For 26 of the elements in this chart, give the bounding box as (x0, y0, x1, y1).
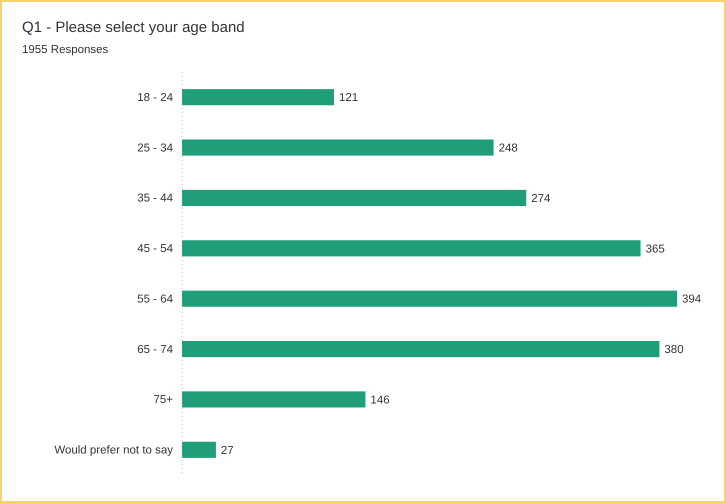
bar (182, 190, 526, 206)
bar (182, 442, 216, 458)
bar (182, 140, 494, 156)
data-label: 146 (370, 394, 390, 406)
chart-title: Q1 - Please select your age band (22, 19, 245, 36)
bar (182, 290, 677, 307)
text: 1955 Responses (22, 44, 109, 56)
data-label: 248 (498, 142, 518, 155)
data-label: 380 (664, 344, 684, 356)
data-label: 274 (531, 192, 552, 205)
data-label: 27 (220, 444, 234, 457)
data-label: 394 (682, 294, 702, 306)
bar (182, 240, 641, 256)
y-tick-label: Would prefer not to say (54, 444, 174, 456)
bar (182, 391, 366, 408)
y-tick-label: 45 - 54 (137, 242, 174, 255)
y-tick-label: 55 - 64 (137, 293, 174, 306)
y-tick-label: 35 - 44 (137, 192, 174, 205)
bar (182, 89, 334, 106)
bar (182, 341, 660, 358)
y-tick-label: 75+ (153, 394, 174, 406)
data-label: 365 (646, 243, 665, 256)
y-tick-label: 18 - 24 (137, 92, 174, 104)
y-tick-label: 25 - 34 (137, 142, 174, 154)
data-label: 121 (339, 92, 358, 104)
y-tick-label: 65 - 74 (137, 344, 174, 356)
